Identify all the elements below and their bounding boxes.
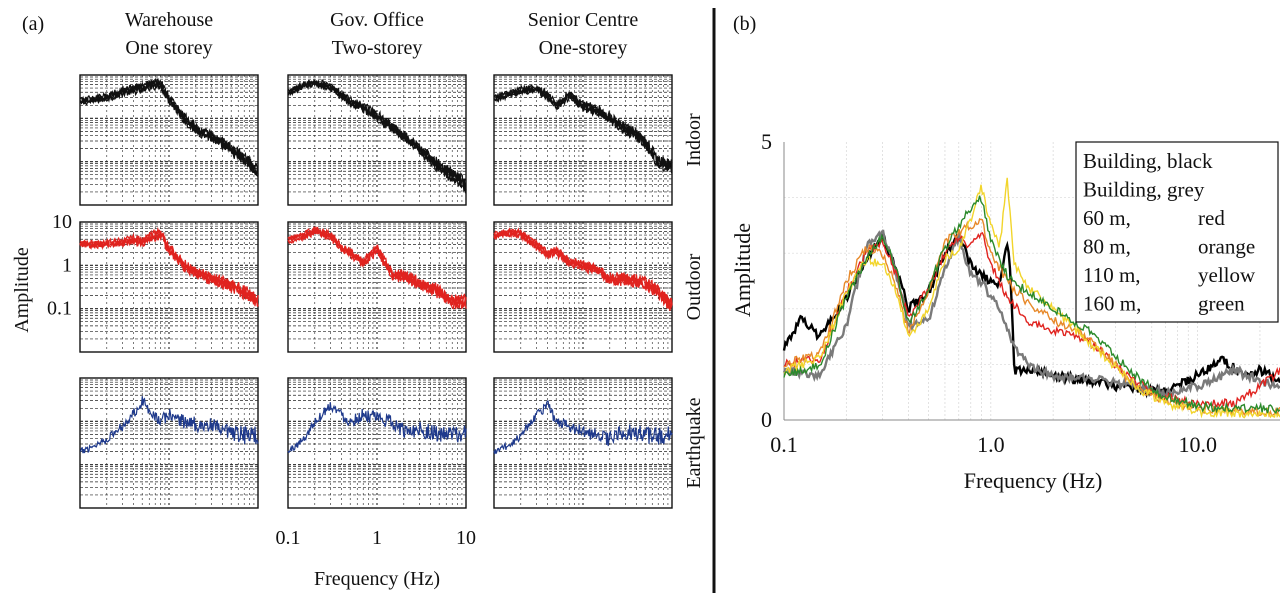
series-line-80-m xyxy=(783,218,1280,418)
legend-color-110-m: yellow xyxy=(1198,263,1256,287)
series-line-earthquake xyxy=(287,402,467,454)
series-line-indoor xyxy=(79,77,259,176)
panel-b-xlabel: Frequency (Hz) xyxy=(964,468,1103,493)
panel-a-ytick-label: 1 xyxy=(62,254,72,276)
panel-a-xlabel: Frequency (Hz) xyxy=(314,568,440,590)
panel-a-ytick-label: 10 xyxy=(52,211,72,233)
subplot-senior-centre-indoor xyxy=(493,74,673,206)
panel-a-ytick-label: 0.1 xyxy=(47,298,72,320)
series-line-outdoor xyxy=(79,226,259,304)
row-label-outdoor: Outdoor xyxy=(683,253,705,320)
subplot-gov-office-indoor xyxy=(287,74,467,206)
panel-a-xtick-label: 1 xyxy=(372,527,382,549)
panel-b-xtick-label: 1.0 xyxy=(977,432,1005,457)
subplot-warehouse-earthquake xyxy=(79,377,259,509)
legend-label-110-m: 110 m, xyxy=(1083,263,1141,287)
panel-a: (a) Warehouse One storey Gov. Office Two-st… xyxy=(11,9,705,590)
column-title-warehouse: Warehouse xyxy=(125,9,213,31)
series-line-earthquake xyxy=(80,396,259,454)
panel-b-xtick-label: 10.0 xyxy=(1178,432,1217,457)
legend-label-160-m: 160 m, xyxy=(1083,292,1141,316)
legend-label-80-m: 80 m, xyxy=(1083,235,1131,259)
subplot-gov-office-outdoor xyxy=(287,221,467,353)
series-line-indoor xyxy=(493,84,673,170)
panel-b-ytick-label: 0 xyxy=(761,407,772,432)
legend-color-80-m: orange xyxy=(1198,235,1255,259)
legend: Building, black Building, grey 60 m, red 80 … xyxy=(1075,141,1279,323)
series-line-building-grey xyxy=(782,229,1280,399)
column-subtitle-senior-centre: One-storey xyxy=(539,37,628,59)
column-subtitle-gov-office: Two-storey xyxy=(332,37,423,59)
column-subtitle-warehouse: One storey xyxy=(125,37,212,59)
subplot-gov-office-earthquake xyxy=(287,377,467,509)
row-label-indoor: Indoor xyxy=(683,113,705,167)
subplot-warehouse-indoor xyxy=(79,74,259,206)
series-line-earthquake xyxy=(493,400,673,455)
series-line-outdoor xyxy=(287,226,467,304)
subplot-senior-centre-outdoor xyxy=(493,221,673,353)
subplot-senior-centre-earthquake xyxy=(493,377,673,509)
row-label-earthquake: Earthquake xyxy=(683,397,705,488)
legend-label-building-black: Building, black xyxy=(1083,149,1213,173)
panel-a-xtick-label: 0.1 xyxy=(276,527,301,549)
column-title-gov-office: Gov. Office xyxy=(330,9,424,31)
panel-b-ytick-label: 5 xyxy=(761,129,772,154)
panel-a-label: (a) xyxy=(22,13,44,35)
panel-b-label: (b) xyxy=(733,13,756,35)
panel-b: (b) 5 00.1 1.0 10.0 Frequency (Hz) Amplitude B… xyxy=(730,13,1280,493)
panel-b-xtick-label: 0.1 xyxy=(770,432,798,457)
panel-a-ylabel: Amplitude xyxy=(11,247,33,333)
series-line-indoor xyxy=(79,80,259,177)
legend-label-60-m: 60 m, xyxy=(1083,206,1131,230)
legend-color-160-m: green xyxy=(1198,292,1245,316)
legend-box xyxy=(1075,141,1279,323)
series-line-160-m xyxy=(783,195,1280,415)
column-title-senior-centre: Senior Centre xyxy=(528,9,639,31)
subplot-warehouse-outdoor xyxy=(79,221,259,353)
panel-b-ylabel: Amplitude xyxy=(730,223,755,317)
panel-a-xtick-label: 10 xyxy=(456,527,476,549)
series-line-110-m xyxy=(783,177,1280,419)
legend-color-60-m: red xyxy=(1198,206,1225,230)
legend-label-building-grey: Building, grey xyxy=(1083,178,1205,202)
series-line-outdoor xyxy=(493,227,673,308)
series-line-indoor xyxy=(287,79,467,186)
